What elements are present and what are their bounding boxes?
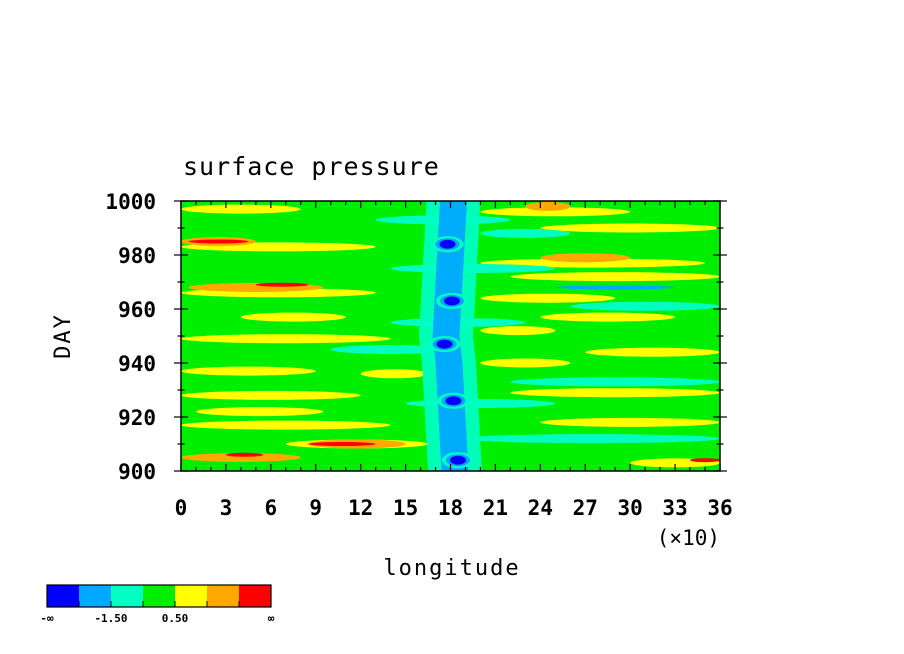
chart-title: surface pressure (183, 152, 440, 181)
field-band (181, 366, 316, 376)
field-band (540, 417, 720, 427)
colorbar-label: -∞ (40, 612, 54, 625)
field-band (570, 301, 720, 311)
field-band (255, 282, 309, 287)
x-tick-label: 21 (483, 496, 508, 520)
field-band (555, 285, 676, 290)
field-band (181, 204, 301, 214)
x-tick-label: 0 (175, 496, 188, 520)
field-band (360, 369, 429, 379)
y-tick-label: 960 (118, 298, 156, 322)
x-tick-label: 36 (707, 496, 732, 520)
field-band (465, 434, 720, 444)
field-band (480, 326, 556, 336)
field-band (181, 390, 361, 400)
x-multiplier-label: (×10) (657, 526, 720, 550)
x-tick-labels: 0 3 6 9 12 15 18 21 24 27 30 33 36 (175, 496, 733, 520)
y-tick-labels: 900 920 940 960 980 1000 (105, 190, 156, 484)
field-band (525, 201, 571, 211)
x-tick-label: 3 (220, 496, 233, 520)
colorbar-label: -1.50 (94, 612, 127, 625)
trough-core (449, 455, 466, 465)
x-tick-label: 27 (573, 496, 598, 520)
field-band (540, 312, 676, 322)
colorbar-swatch (143, 585, 175, 607)
field-band (225, 452, 264, 457)
trough-core (436, 339, 453, 349)
field-band (188, 239, 249, 244)
colorbar-swatch (79, 585, 111, 607)
colorbar-label: 0.50 (162, 612, 189, 625)
trough-core (443, 296, 460, 306)
x-tick-label: 15 (393, 496, 418, 520)
field-band (510, 377, 720, 387)
trough-core (445, 396, 462, 406)
field-band (308, 442, 376, 446)
x-tick-label: 33 (662, 496, 687, 520)
colorbar-swatch (111, 585, 143, 607)
x-axis-label: longitude (383, 556, 520, 581)
x-tick-label: 30 (618, 496, 643, 520)
field-band (480, 358, 571, 368)
x-tick-label: 24 (528, 496, 553, 520)
colorbar-swatch (175, 585, 207, 607)
field-band (540, 223, 720, 233)
field-band (195, 407, 324, 417)
field-band (181, 420, 391, 430)
field-band (690, 458, 720, 463)
y-tick-label: 920 (118, 406, 156, 430)
field-band (181, 334, 391, 344)
colorbar-frame (46, 584, 272, 608)
y-tick-label: 940 (118, 352, 156, 376)
field-band (585, 347, 720, 357)
pressure-field (181, 201, 720, 471)
colorbar (46, 584, 272, 608)
axis-ticks (174, 200, 727, 472)
y-tick-label: 900 (118, 460, 156, 484)
field-band (240, 312, 346, 322)
colorbar-label: ∞ (268, 612, 275, 625)
field-band (510, 272, 720, 282)
field-band (480, 228, 571, 238)
colorbar-swatch (47, 585, 79, 607)
x-tick-label: 12 (348, 496, 373, 520)
colorbar-labels: -∞ -1.50 0.50 ∞ (40, 612, 274, 625)
colorbar-swatch (207, 585, 239, 607)
trough-core (439, 239, 456, 249)
field-band (181, 453, 301, 462)
field-band (480, 258, 706, 268)
colorbar-swatch (239, 585, 271, 607)
x-tick-label: 9 (309, 496, 322, 520)
y-tick-label: 980 (118, 244, 156, 268)
field-band (480, 207, 631, 217)
y-axis-label: DAY (51, 313, 76, 359)
field-band (540, 253, 631, 263)
x-tick-label: 18 (438, 496, 463, 520)
field-band (480, 293, 616, 303)
x-tick-label: 6 (265, 496, 278, 520)
y-tick-label: 1000 (105, 190, 156, 214)
field-band (510, 388, 720, 398)
